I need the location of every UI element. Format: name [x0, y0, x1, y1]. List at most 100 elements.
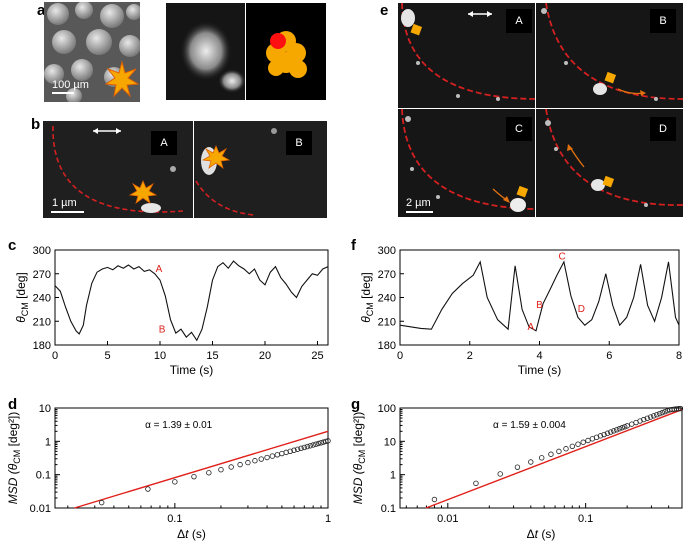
data-point — [514, 464, 521, 470]
data-point — [325, 438, 331, 444]
y-axis-label: MSD (θCM [deg²]) — [6, 412, 22, 505]
fit-annotation: α = 1.59 ± 0.004 — [493, 420, 566, 431]
y-tick-label: 240 — [378, 293, 396, 305]
sem-image: 100 µm — [44, 2, 140, 102]
data-point — [556, 448, 562, 455]
scale-bar-e — [406, 211, 433, 213]
data-point — [287, 448, 293, 455]
data-point — [569, 443, 575, 449]
data-point — [310, 442, 316, 448]
data-point — [659, 409, 666, 416]
x-tick-label: 2 — [467, 350, 473, 362]
star-marker-icon — [104, 60, 140, 98]
y-tick-label: 0.01 — [30, 503, 51, 515]
data-point — [431, 496, 438, 503]
panel-label-b: b — [31, 116, 41, 133]
x-axis-label: Δt (s) — [527, 527, 556, 541]
x-axis-label: Δt (s) — [177, 527, 206, 541]
x-tick-label: 6 — [606, 350, 612, 362]
annotation-label: A — [527, 322, 534, 333]
panel-label-d: d — [8, 396, 18, 413]
data-point — [291, 447, 297, 453]
data-point — [611, 428, 617, 434]
data-point — [641, 416, 647, 423]
data-point — [258, 456, 264, 462]
x-tick-label: 0.1 — [578, 513, 593, 525]
chart-f: 0 2 4 6 8 180 210 240 270 300 AB C D Time (s) θCM [deg… — [359, 245, 682, 377]
panel-e-frame-d: D — [536, 109, 683, 217]
y-tick-label: 1 — [390, 470, 396, 482]
data-point — [228, 464, 234, 470]
data-point — [585, 437, 591, 444]
red-dot-icon — [270, 33, 286, 49]
square-marker-icon — [516, 185, 529, 198]
y-tick-label: 10 — [384, 436, 396, 448]
data-point — [307, 443, 314, 449]
x-tick-label: 20 — [259, 350, 271, 362]
y-tick-label: 300 — [33, 245, 51, 257]
x-tick-label: 25 — [311, 350, 323, 362]
annotation-label: C — [559, 252, 566, 263]
y-tick-label: 270 — [378, 269, 396, 281]
fit-line — [74, 430, 329, 509]
data-point — [237, 461, 243, 468]
panel-b-frame-b: B — [194, 121, 327, 218]
square-marker-icon — [602, 175, 615, 188]
annotation-label: A — [156, 264, 163, 275]
data-point — [616, 426, 623, 432]
data-point — [656, 410, 663, 417]
y-tick-label: 300 — [378, 245, 396, 257]
x-tick-label: 0.01 — [437, 513, 458, 525]
panel-e-frame-a: A — [398, 3, 535, 108]
frame-tag-e-a: A — [506, 9, 532, 33]
data-point — [608, 429, 614, 435]
scale-label-a: 100 µm — [52, 79, 89, 91]
square-marker-icon — [604, 71, 617, 84]
x-tick-label: 15 — [206, 350, 218, 362]
panel-e-frame-b: B — [536, 3, 683, 108]
data-point — [622, 424, 628, 430]
square-marker-icon — [410, 23, 423, 36]
data-point — [298, 445, 304, 452]
data-point — [575, 441, 581, 447]
scale-bar-a — [52, 92, 74, 94]
data-line — [54, 260, 329, 342]
data-point — [619, 425, 625, 431]
data-point — [614, 427, 620, 433]
x-tick-label: 1 — [325, 513, 331, 525]
data-point — [294, 446, 301, 452]
data-point — [304, 443, 311, 450]
x-axis-label: Time (s) — [518, 363, 562, 377]
x-axis-label: Time (s) — [170, 363, 214, 377]
x-tick-label: 4 — [536, 350, 542, 362]
data-point — [191, 473, 197, 480]
sem-particles — [44, 2, 140, 102]
x-tick-label: 8 — [676, 350, 682, 362]
chart-d: 0.1 1 0.01 0.1 1 10 α = 1.39 ± 0.01 Δt (s) MSD (… — [6, 403, 331, 541]
y-tick-label: 1 — [45, 436, 51, 448]
data-point — [647, 414, 654, 420]
y-axis-label: MSD (θCM [deg²]) — [351, 412, 367, 505]
annotation-label: D — [578, 304, 585, 315]
x-tick-label: 0 — [397, 350, 403, 362]
y-tick-label: 100 — [378, 403, 396, 415]
star-marker-icon — [201, 144, 231, 169]
data-point — [315, 440, 322, 447]
panel-label-f: f — [351, 237, 356, 254]
data-point — [274, 452, 281, 458]
fit-line — [425, 408, 683, 509]
plot-frame — [399, 249, 680, 346]
data-point — [548, 451, 554, 457]
y-tick-label: 240 — [33, 293, 51, 305]
y-tick-label: 0.1 — [36, 470, 51, 482]
plot-frame — [54, 407, 329, 509]
panel-label-g: g — [351, 396, 361, 413]
data-point — [528, 459, 534, 465]
data-point — [172, 479, 178, 485]
panel-label-a: a — [37, 2, 46, 19]
data-point — [318, 440, 324, 446]
data-point — [597, 433, 604, 439]
fit-annotation: α = 1.39 ± 0.01 — [145, 420, 213, 431]
y-axis-label: θCM [deg] — [359, 272, 375, 323]
x-tick-label: 10 — [154, 350, 166, 362]
